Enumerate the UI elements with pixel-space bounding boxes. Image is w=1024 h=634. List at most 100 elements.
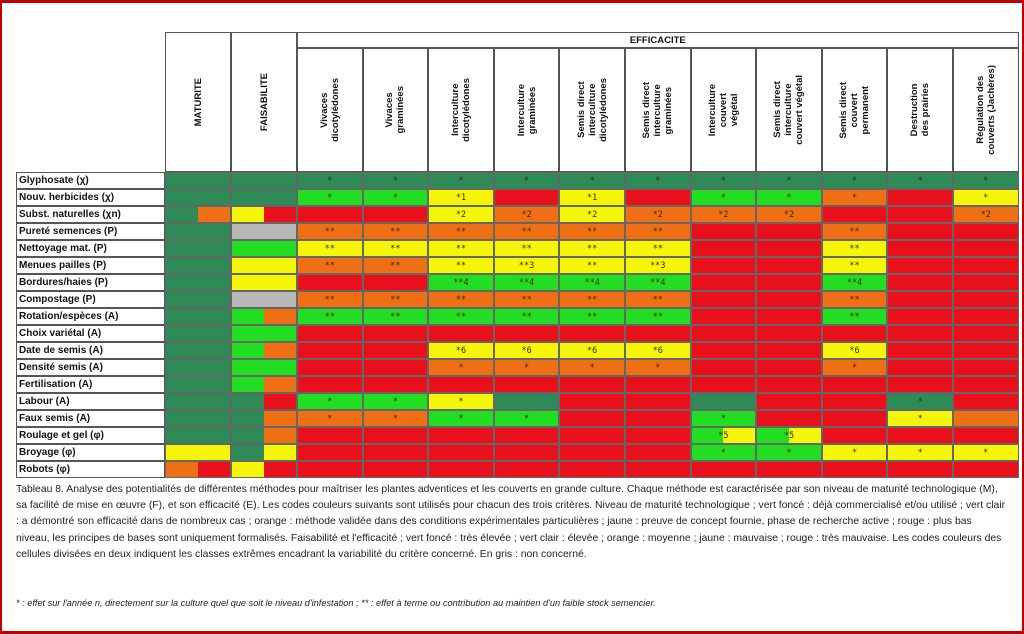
header-efficacite-col-label: Semis direct couvert permanent [838,81,872,139]
efficacite-cell [887,342,953,359]
maturite-cell [165,274,231,291]
efficacite-cell [756,291,822,308]
cell-color-segment [888,326,952,341]
methods-analysis-table: MATURITE FAISABILITE EFFICACITE Vivaces … [16,32,1019,478]
cell-mark: * [786,192,792,203]
efficacite-cell: ** [624,240,691,257]
cell-color-segment [560,207,624,222]
cell-mark: * [589,362,595,373]
cell-color-segment [788,428,821,443]
cell-color-segment [888,173,952,188]
cell-color-segment [166,258,230,273]
cell-color-segment [298,173,362,188]
efficacite-cell: * [952,172,1019,189]
cell-color-segment [232,428,264,443]
cell-mark: ** [390,260,401,271]
cell-color-segment [953,190,1018,205]
cell-color-segment [363,241,428,256]
cell-color-segment [691,309,756,324]
efficacite-cell [362,427,429,444]
efficacite-cell [756,257,822,274]
cell-color-segment [888,360,952,375]
cell-color-segment [625,360,690,375]
cell-mark: ** [521,311,532,322]
efficacite-cell [690,359,757,376]
efficacite-cell [690,257,757,274]
cell-color-segment [757,411,821,426]
efficacite-cell [690,274,757,291]
cell-color-segment [166,445,198,460]
cell-color-segment [888,428,952,443]
efficacite-cell: **4 [821,274,888,291]
cell-color-segment [822,224,887,239]
cell-mark: ** [849,226,860,237]
cell-color-segment [232,445,264,460]
cell-color-segment [953,241,1018,256]
cell-mark: * [983,447,989,458]
cell-color-segment [757,360,821,375]
faisabilite-cell [231,308,297,325]
cell-color-segment [822,241,887,256]
cell-color-segment [494,326,559,341]
cell-color-segment [953,207,1018,222]
cell-mark: * [458,362,464,373]
efficacite-cell: * [756,172,822,189]
efficacite-cell: ** [821,308,888,325]
efficacite-cell: ** [362,257,429,274]
header-efficacite-col: Semis direct interculture graminées [624,48,691,172]
cell-color-segment [757,377,821,392]
cell-color-segment [625,309,690,324]
cell-color-segment [363,258,428,273]
cell-color-segment [363,190,428,205]
row-label: Bordures/haies (P) [16,274,165,291]
efficacite-cell [297,206,363,223]
header-efficacite-col: Semis direct couvert permanent [821,48,888,172]
efficacite-cell: * [821,444,888,461]
cell-color-segment [625,326,690,341]
efficacite-cell [821,461,888,478]
efficacite-cell [821,376,888,393]
efficacite-cell [756,410,822,427]
cell-color-segment [494,411,559,426]
cell-color-segment [560,224,624,239]
cell-color-segment [953,275,1018,290]
cell-color-segment [494,275,559,290]
cell-mark: * [983,192,989,203]
efficacite-cell [362,206,429,223]
header-efficacite-col: Régulation des couverts (Jachères) [952,48,1019,172]
efficacite-cell [952,342,1019,359]
cell-color-segment [560,394,624,409]
cell-mark: ** [455,226,467,237]
cell-mark: * [524,362,530,373]
cell-color-segment [363,309,428,324]
efficacite-cell [362,325,429,342]
cell-color-segment [429,394,493,409]
efficacite-cell: ** [362,240,429,257]
efficacite-cell: ** [493,223,560,240]
efficacite-cell: ** [493,291,560,308]
efficacite-cell [952,427,1019,444]
efficacite-cell: * [690,172,757,189]
row-label: Fertilisation (A) [16,376,165,393]
header-efficacite-col-label: Vivaces graminées [384,86,407,134]
cell-color-segment [560,173,624,188]
efficacite-cell [493,461,560,478]
cell-color-segment [888,394,952,409]
efficacite-cell: ** [821,223,888,240]
cell-color-segment [822,411,887,426]
cell-mark: ** [455,294,467,305]
faisabilite-cell [231,376,297,393]
cell-mark: * [458,413,464,424]
cell-color-segment [363,428,428,443]
cell-mark: **4 [846,277,863,288]
cell-color-segment [232,462,264,477]
cell-color-segment [264,309,296,324]
cell-mark: * [392,396,398,407]
cell-color-segment [822,292,887,307]
cell-mark: * [392,175,398,186]
cell-color-segment [298,207,362,222]
cell-mark: * [917,413,923,424]
efficacite-cell: ** [624,308,691,325]
cell-color-segment [560,326,624,341]
cell-color-segment [560,377,624,392]
